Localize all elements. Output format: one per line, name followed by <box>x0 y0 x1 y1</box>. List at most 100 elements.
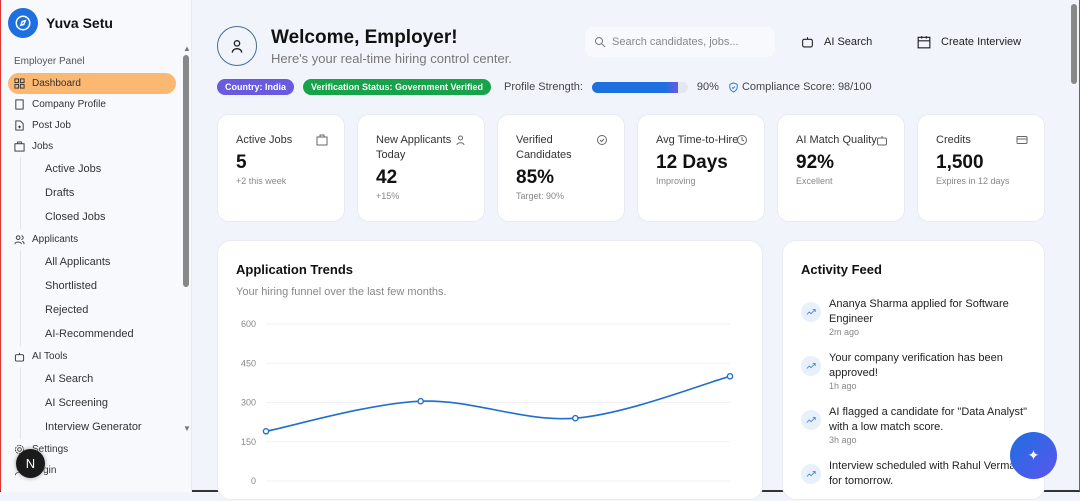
avatar <box>217 26 257 66</box>
feed-item: Your company verification has been appro… <box>801 351 1029 391</box>
logo[interactable]: Yuva Setu <box>8 8 113 38</box>
sidebar-item-label: AI Tools <box>32 351 68 362</box>
search-input[interactable]: Search candidates, jobs... <box>585 27 775 57</box>
stat-subtext: Excellent <box>796 176 833 186</box>
search-icon <box>595 37 606 48</box>
sidebar-item-ai-recommended[interactable]: AI-Recommended <box>20 322 176 346</box>
stat-card: Credits 1,500 Expires in 12 days <box>917 114 1045 222</box>
stat-title: Verified Candidates <box>516 134 572 161</box>
bot-icon <box>14 352 25 362</box>
trending-up-icon <box>801 410 821 430</box>
ai-search-label: AI Search <box>824 35 873 48</box>
profile-strength-label: Profile Strength: <box>504 81 583 93</box>
feed-time: 1h ago <box>829 381 857 391</box>
ai-search-button[interactable]: AI Search <box>801 35 872 48</box>
stat-subtext: +15% <box>376 191 400 201</box>
compass-icon <box>8 8 38 38</box>
page-scrollbar[interactable] <box>1071 4 1077 84</box>
page-title: Welcome, Employer! <box>271 27 458 48</box>
stat-title: New Applicants Today <box>376 134 452 161</box>
stat-title: Active Jobs <box>236 134 293 146</box>
search-placeholder: Search candidates, jobs... <box>612 36 739 48</box>
sidebar-item-active-jobs[interactable]: Active Jobs <box>20 157 176 181</box>
sidebar-item-all-applicants[interactable]: All Applicants <box>20 250 176 274</box>
users-icon <box>456 135 465 146</box>
clock-icon <box>737 135 747 145</box>
stat-value: 5 <box>236 152 247 173</box>
users-icon <box>14 235 25 245</box>
y-tick-label: 150 <box>241 437 256 447</box>
scroll-down-arrow[interactable]: ▼ <box>183 424 191 433</box>
compliance-score: Compliance Score: 98/100 <box>741 81 872 93</box>
stat-card: Active Jobs 5 +2 this week <box>217 114 345 222</box>
scroll-up-arrow[interactable]: ▲ <box>183 44 191 53</box>
sidebar-item-closed-jobs[interactable]: Closed Jobs <box>20 205 176 229</box>
feed-text: AI flagged a candidate for "Data Analyst… <box>829 406 1027 433</box>
stat-subtext: Target: 90% <box>516 191 565 201</box>
sidebar-item-label: Post Job <box>32 120 71 131</box>
sidebar-item-rejected[interactable]: Rejected <box>20 298 176 322</box>
data-point[interactable] <box>262 427 270 435</box>
feed-title: Activity Feed <box>801 262 882 277</box>
sidebar-item-ai-tools[interactable]: AI Tools <box>8 346 176 367</box>
sidebar-item-dashboard[interactable]: Dashboard <box>8 73 176 94</box>
data-point[interactable] <box>726 373 734 380</box>
sidebar-item-ai-search[interactable]: AI Search <box>20 367 176 391</box>
stat-card: Avg Time-to-Hire 12 Days Improving <box>637 114 765 222</box>
stat-subtext: Improving <box>656 176 696 186</box>
stat-subtext: +2 this week <box>236 176 287 186</box>
data-point[interactable] <box>572 414 579 422</box>
chart-title: Application Trends <box>236 262 354 277</box>
stat-card: New Applicants Today 42 +15% <box>357 114 485 222</box>
stat-subtext: Expires in 12 days <box>936 176 1010 186</box>
stat-value: 1,500 <box>936 152 984 173</box>
bot-icon <box>802 37 813 48</box>
sidebar-item-shortlisted[interactable]: Shortlisted <box>20 274 176 298</box>
feed-item: Interview scheduled with Rahul Verma for… <box>801 459 1029 489</box>
status-row: Country: India Verification Status: Gove… <box>217 79 872 95</box>
stat-cards: Active Jobs 5 +2 this week New Applicants T… <box>217 114 1045 222</box>
sidebar-scrollbar[interactable] <box>183 55 189 287</box>
dev-badge[interactable]: N <box>16 449 45 478</box>
feed-time: 2m ago <box>829 327 860 337</box>
sidebar-item-ai-screening[interactable]: AI Screening <box>20 391 176 415</box>
data-point[interactable] <box>417 397 424 405</box>
feed-time: 3h ago <box>829 435 857 445</box>
feed-text: Ananya Sharma applied for Software Engin… <box>829 298 1009 325</box>
credit-card-icon <box>1016 136 1028 144</box>
chart-subtitle: Your hiring funnel over the last few mon… <box>236 286 447 298</box>
stat-value: 92% <box>796 152 835 173</box>
sidebar-item-applicants[interactable]: Applicants <box>8 229 176 250</box>
trending-up-icon <box>801 302 821 322</box>
profile-strength-bar <box>591 81 688 93</box>
verification-badge: Verification Status: Government Verified <box>303 79 492 95</box>
sidebar-item-jobs[interactable]: Jobs <box>8 136 176 157</box>
sidebar-item-label: Company Profile <box>32 99 106 110</box>
stat-title: Avg Time-to-Hire <box>656 134 739 146</box>
building-icon <box>15 99 24 110</box>
ai-assistant-button[interactable]: ✦ <box>1010 432 1057 479</box>
stat-title: Credits <box>936 134 971 146</box>
sidebar-item-company-profile[interactable]: Company Profile <box>8 94 176 115</box>
application-trends-card: Application Trends Your hiring funnel ov… <box>217 240 763 500</box>
check-circle-icon <box>597 135 607 145</box>
briefcase-icon <box>316 134 328 146</box>
sidebar-item-drafts[interactable]: Drafts <box>20 181 176 205</box>
user-icon <box>231 40 243 53</box>
activity-feed: Activity Feed Ananya Sharma applied for … <box>782 240 1045 500</box>
sidebar-item-label: Settings <box>32 444 69 455</box>
sidebar-item-interview-generator[interactable]: Interview Generator <box>20 415 176 439</box>
create-interview-button[interactable]: Create Interview <box>917 35 1021 49</box>
country-badge: Country: India <box>217 79 294 95</box>
stat-value: 42 <box>376 167 398 188</box>
calendar-plus-icon <box>917 36 931 49</box>
shield-check-icon <box>729 81 738 93</box>
feed-item: Ananya Sharma applied for Software Engin… <box>801 297 1029 337</box>
sidebar-item-post-job[interactable]: Post Job <box>8 115 176 136</box>
sidebar-item-label: Dashboard <box>32 78 81 89</box>
feed-text: Interview scheduled with Rahul Verma for… <box>829 460 1016 487</box>
sidebar-item-label: Login <box>32 465 57 476</box>
trending-up-icon <box>801 464 821 484</box>
stat-title: AI Match Quality <box>796 134 877 146</box>
bot-icon <box>877 136 887 146</box>
